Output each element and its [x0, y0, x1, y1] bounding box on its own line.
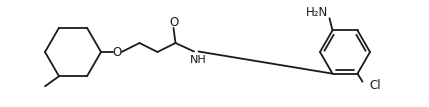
- Text: O: O: [112, 45, 122, 59]
- Text: O: O: [169, 16, 178, 29]
- Text: NH: NH: [190, 54, 207, 65]
- Text: Cl: Cl: [369, 79, 381, 92]
- Text: H₂N: H₂N: [306, 6, 329, 19]
